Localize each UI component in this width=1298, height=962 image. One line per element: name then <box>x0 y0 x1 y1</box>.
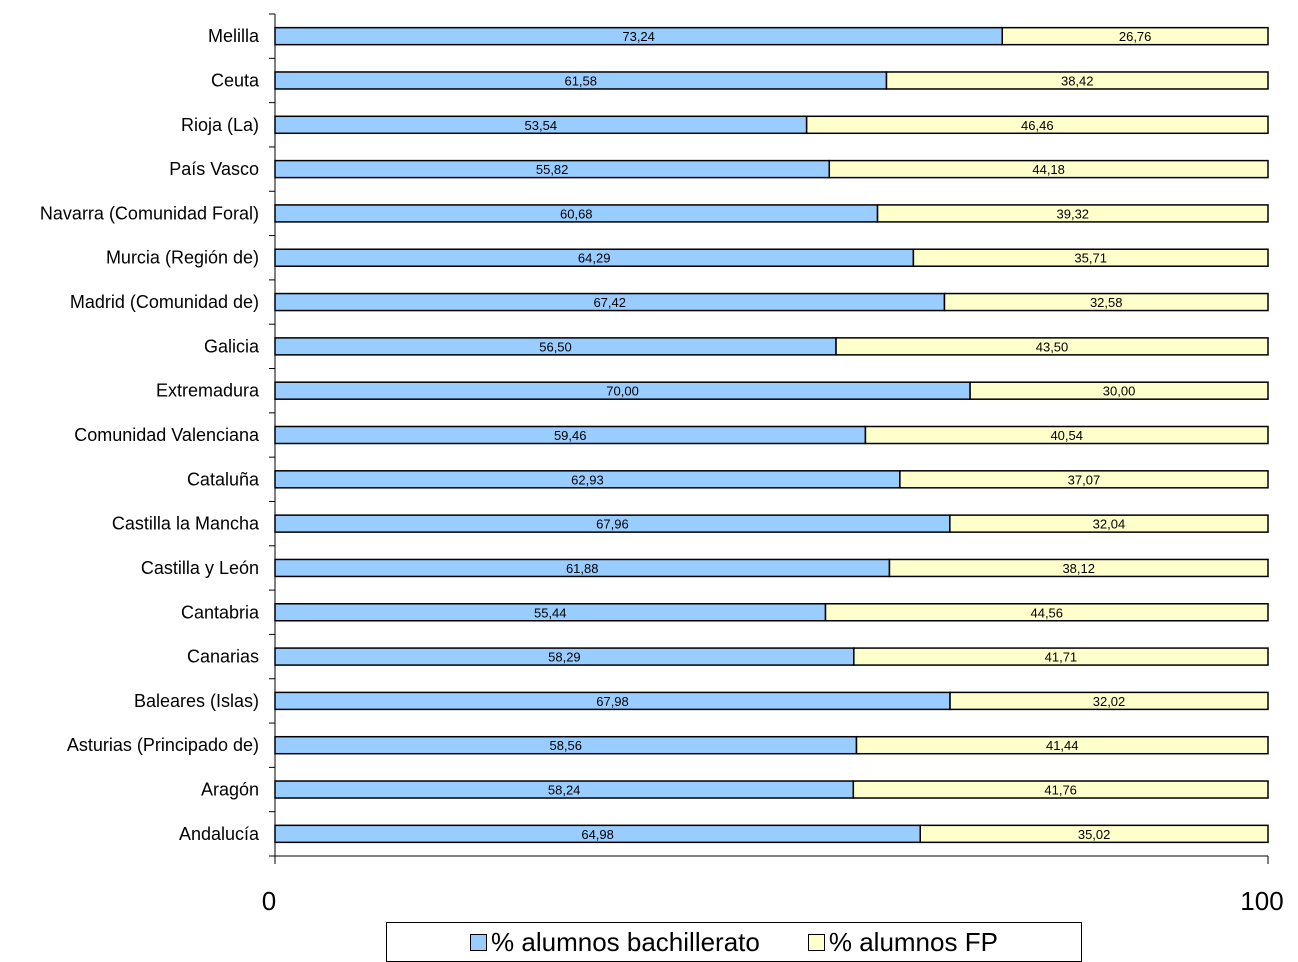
value-label-bachillerato-ceuta: 61,58 <box>564 73 597 88</box>
bar-fp-cataluna <box>899 470 1269 489</box>
legend-item-fp: % alumnos FP <box>807 926 998 958</box>
bar-fp-castilla-la-mancha <box>949 514 1269 533</box>
value-label-bachillerato-extremadura: 70,00 <box>606 384 639 399</box>
category-label-galicia: Galicia <box>204 336 260 356</box>
value-label-fp-madrid-comunidad-de: 32,58 <box>1090 295 1123 310</box>
value-label-fp-melilla: 26,76 <box>1119 29 1152 44</box>
value-label-bachillerato-comunidad-valenciana: 59,46 <box>554 428 587 443</box>
value-label-fp-ceuta: 38,42 <box>1061 73 1094 88</box>
bar-fp-murcia-region-de <box>912 248 1269 267</box>
bar-fp-madrid-comunidad-de <box>943 292 1269 312</box>
value-label-bachillerato-navarra-comunidad-foral: 60,68 <box>560 206 593 221</box>
bar-fp-baleares-islas <box>949 691 1269 711</box>
value-label-bachillerato-aragon: 58,24 <box>548 783 581 798</box>
category-label-ceuta: Ceuta <box>211 70 260 90</box>
value-label-bachillerato-rioja-la: 53,54 <box>525 118 558 133</box>
value-label-fp-cantabria: 44,56 <box>1030 605 1063 620</box>
bar-fp-ceuta <box>885 71 1269 90</box>
category-label-cantabria: Cantabria <box>181 602 260 622</box>
axes-group <box>269 13 1269 864</box>
category-label-asturias-principado-de: Asturias (Principado de) <box>67 735 259 755</box>
labels-group: 64,98 35,02 Andalucía 58,24 41,76 Aragón 58,56… <box>40 26 1284 916</box>
bar-fp-comunidad-valenciana <box>864 425 1269 445</box>
value-label-bachillerato-pais-vasco: 55,82 <box>536 162 569 177</box>
category-label-murcia-region-de: Murcia (Región de) <box>106 248 259 268</box>
value-label-fp-murcia-region-de: 35,71 <box>1074 251 1107 266</box>
x-tick-label: 0 <box>262 886 276 916</box>
x-tick-label: 100 <box>1240 886 1283 916</box>
bar-fp-cantabria <box>824 603 1269 622</box>
bar-fp-andalucia <box>919 824 1269 844</box>
bar-fp-galicia <box>835 337 1269 356</box>
value-label-fp-navarra-comunidad-foral: 39,32 <box>1057 206 1090 221</box>
category-label-aragon: Aragón <box>201 780 259 800</box>
legend-swatch-bachillerato <box>470 933 488 951</box>
bar-fp-navarra-comunidad-foral <box>876 204 1269 223</box>
category-label-melilla: Melilla <box>208 26 260 46</box>
bar-fp-castilla-y-leon <box>888 558 1269 578</box>
bar-fp-rioja-la <box>805 115 1269 135</box>
category-label-pais-vasco: País Vasco <box>169 159 259 179</box>
bar-fp-pais-vasco <box>828 159 1269 179</box>
value-label-fp-comunidad-valenciana: 40,54 <box>1050 428 1083 443</box>
legend-swatch-fp <box>807 933 825 951</box>
category-label-castilla-y-leon: Castilla y León <box>141 558 259 578</box>
category-label-comunidad-valenciana: Comunidad Valenciana <box>74 425 260 445</box>
value-label-bachillerato-cataluna: 62,93 <box>571 472 604 487</box>
value-label-bachillerato-canarias: 58,29 <box>548 650 581 665</box>
bar-fp-melilla <box>1001 26 1269 46</box>
value-label-bachillerato-murcia-region-de: 64,29 <box>578 251 611 266</box>
category-label-castilla-la-mancha: Castilla la Mancha <box>112 514 260 534</box>
category-label-rioja-la: Rioja (La) <box>181 115 259 135</box>
value-label-fp-cataluna: 37,07 <box>1068 472 1101 487</box>
value-label-bachillerato-melilla: 73,24 <box>622 29 655 44</box>
category-label-cataluna: Cataluña <box>187 469 260 489</box>
value-label-bachillerato-baleares-islas: 67,98 <box>596 694 629 709</box>
value-label-fp-andalucia: 35,02 <box>1078 827 1111 842</box>
bar-fp-extremadura <box>969 381 1269 400</box>
legend: % alumnos bachillerato % alumnos FP <box>386 922 1082 962</box>
value-label-fp-pais-vasco: 44,18 <box>1032 162 1065 177</box>
bar-fp-aragon <box>852 780 1269 799</box>
value-label-bachillerato-asturias-principado-de: 58,56 <box>549 738 582 753</box>
value-label-fp-castilla-la-mancha: 32,04 <box>1093 517 1126 532</box>
bar-fp-asturias-principado-de <box>855 735 1269 755</box>
legend-label-fp: % alumnos FP <box>828 926 998 957</box>
value-label-fp-rioja-la: 46,46 <box>1021 118 1054 133</box>
legend-label-bachillerato: % alumnos bachillerato <box>491 926 760 957</box>
value-label-bachillerato-cantabria: 55,44 <box>534 605 567 620</box>
value-label-bachillerato-castilla-la-mancha: 67,96 <box>596 517 629 532</box>
value-label-bachillerato-galicia: 56,50 <box>539 339 572 354</box>
value-label-bachillerato-castilla-y-leon: 61,88 <box>566 561 599 576</box>
category-label-navarra-comunidad-foral: Navarra (Comunidad Foral) <box>40 203 259 223</box>
legend-item-bachillerato: % alumnos bachillerato <box>470 927 760 958</box>
value-label-fp-extremadura: 30,00 <box>1103 384 1136 399</box>
value-label-fp-canarias: 41,71 <box>1045 650 1078 665</box>
category-label-canarias: Canarias <box>187 647 259 667</box>
category-label-andalucia: Andalucía <box>179 824 260 844</box>
category-label-madrid-comunidad-de: Madrid (Comunidad de) <box>70 292 259 312</box>
value-label-fp-asturias-principado-de: 41,44 <box>1046 738 1079 753</box>
category-label-extremadura: Extremadura <box>156 381 260 401</box>
value-label-fp-castilla-y-leon: 38,12 <box>1062 561 1095 576</box>
bars-group <box>274 26 1269 844</box>
category-label-baleares-islas: Baleares (Islas) <box>134 691 259 711</box>
value-label-bachillerato-madrid-comunidad-de: 67,42 <box>593 295 626 310</box>
bar-fp-canarias <box>853 647 1269 666</box>
value-label-fp-aragon: 41,76 <box>1044 783 1077 798</box>
value-label-bachillerato-andalucia: 64,98 <box>581 827 614 842</box>
value-label-fp-baleares-islas: 32,02 <box>1093 694 1126 709</box>
value-label-fp-galicia: 43,50 <box>1036 339 1069 354</box>
